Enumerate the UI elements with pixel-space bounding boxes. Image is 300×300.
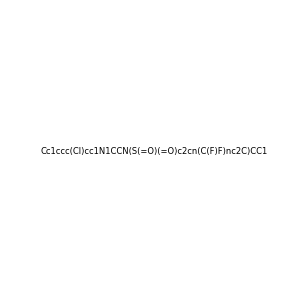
- Text: Cc1ccc(Cl)cc1N1CCN(S(=O)(=O)c2cn(C(F)F)nc2C)CC1: Cc1ccc(Cl)cc1N1CCN(S(=O)(=O)c2cn(C(F)F)n…: [40, 147, 267, 156]
